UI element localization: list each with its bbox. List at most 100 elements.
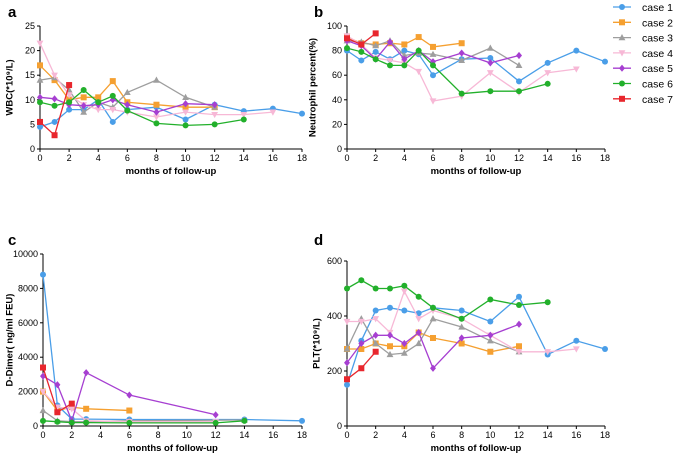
data-point-case-6 bbox=[516, 88, 522, 95]
data-point-case-4 bbox=[357, 318, 365, 326]
data-point-case-6 bbox=[430, 62, 436, 69]
data-point-case-3 bbox=[415, 339, 423, 347]
data-point-case-2 bbox=[358, 346, 365, 352]
data-point-case-1 bbox=[573, 47, 580, 54]
data-point-case-6 bbox=[68, 419, 75, 426]
x-tick-label: 18 bbox=[600, 430, 610, 440]
data-point-case-5 bbox=[126, 391, 133, 399]
data-point-case-6 bbox=[372, 285, 379, 292]
chart-panel-d: d 0 2 4 6 8 10 12 14 16 18 0 200 400 600 months of foll… bbox=[311, 232, 610, 454]
data-point-case-4 bbox=[68, 406, 76, 413]
data-point-case-1 bbox=[544, 59, 551, 66]
legend-marker bbox=[618, 50, 626, 57]
data-point-case-6 bbox=[487, 296, 494, 303]
data-point-case-6 bbox=[358, 277, 365, 284]
data-point-case-5 bbox=[401, 339, 408, 348]
data-point-case-6 bbox=[487, 88, 494, 95]
series-line-case-3 bbox=[42, 409, 245, 423]
data-point-case-6 bbox=[241, 417, 248, 424]
legend-item-case-6: case 6 bbox=[613, 79, 673, 91]
data-point-case-5 bbox=[51, 95, 58, 103]
x-tick-label: 10 bbox=[181, 153, 191, 163]
data-point-case-4 bbox=[429, 98, 437, 105]
data-point-case-3 bbox=[386, 350, 394, 358]
data-point-case-5 bbox=[153, 108, 160, 116]
data-point-case-4 bbox=[109, 107, 117, 114]
data-point-case-2 bbox=[458, 40, 465, 47]
x-axis-title: months of follow-up bbox=[431, 443, 522, 454]
data-point-case-6 bbox=[415, 47, 422, 54]
data-point-case-4 bbox=[415, 68, 423, 76]
y-tick-label: 10000 bbox=[13, 249, 38, 259]
data-point-case-3 bbox=[123, 88, 131, 96]
data-point-case-3 bbox=[458, 323, 466, 330]
data-point-case-7 bbox=[40, 364, 46, 371]
legend-item-case-1: case 1 bbox=[613, 2, 673, 14]
data-point-case-4 bbox=[572, 66, 580, 73]
series-case-5 bbox=[344, 320, 522, 372]
data-point-case-5 bbox=[401, 55, 408, 63]
data-point-case-2 bbox=[458, 340, 465, 347]
x-tick-label: 18 bbox=[297, 430, 307, 440]
data-point-case-7 bbox=[358, 365, 365, 372]
data-point-case-6 bbox=[372, 56, 379, 63]
data-point-case-4 bbox=[94, 107, 102, 114]
data-point-case-3 bbox=[486, 44, 494, 51]
data-point-case-1 bbox=[516, 293, 522, 300]
x-tick-label: 6 bbox=[430, 153, 435, 163]
data-point-case-4 bbox=[153, 114, 160, 121]
y-tick-label: 0 bbox=[30, 144, 35, 154]
series-line-case-1 bbox=[42, 274, 303, 422]
panel-label: d bbox=[314, 232, 323, 249]
data-point-case-7 bbox=[37, 118, 43, 125]
data-point-case-7 bbox=[372, 30, 379, 37]
data-point-case-6 bbox=[83, 419, 90, 426]
data-point-case-1 bbox=[602, 58, 608, 65]
data-point-case-7 bbox=[372, 348, 379, 355]
data-point-case-4 bbox=[486, 70, 494, 77]
data-point-case-1 bbox=[387, 304, 393, 311]
data-point-case-3 bbox=[372, 42, 380, 49]
data-point-case-5 bbox=[415, 328, 422, 337]
data-point-case-6 bbox=[401, 62, 408, 69]
data-point-case-1 bbox=[358, 57, 365, 64]
x-tick-label: 4 bbox=[402, 153, 407, 163]
x-tick-label: 10 bbox=[485, 430, 495, 440]
data-point-case-2 bbox=[153, 101, 160, 108]
x-tick-label: 2 bbox=[373, 153, 378, 163]
data-point-case-4 bbox=[240, 111, 248, 119]
data-point-case-4 bbox=[544, 70, 552, 77]
data-point-case-4 bbox=[400, 288, 408, 295]
data-point-case-2 bbox=[387, 343, 393, 350]
data-point-case-7 bbox=[358, 41, 365, 48]
data-point-case-1 bbox=[430, 72, 436, 79]
panel-label: c bbox=[8, 232, 16, 249]
data-point-case-3 bbox=[515, 61, 523, 68]
data-point-case-1 bbox=[40, 271, 46, 278]
y-tick-label: 80 bbox=[332, 46, 342, 56]
data-point-case-6 bbox=[240, 116, 247, 123]
x-tick-label: 2 bbox=[67, 153, 72, 163]
series-case-7 bbox=[40, 364, 75, 416]
series-line-case-5 bbox=[39, 96, 215, 113]
y-tick-label: 6000 bbox=[18, 318, 38, 328]
data-point-case-2 bbox=[516, 343, 522, 350]
data-point-case-5 bbox=[372, 331, 379, 339]
y-tick-label: 40 bbox=[332, 95, 342, 105]
data-point-case-6 bbox=[516, 302, 522, 308]
x-axis-title: months of follow-up bbox=[127, 443, 218, 454]
data-point-case-5 bbox=[40, 372, 46, 380]
x-tick-label: 6 bbox=[430, 430, 435, 440]
x-tick-label: 14 bbox=[543, 430, 553, 440]
series-line-case-1 bbox=[346, 49, 606, 83]
data-point-case-2 bbox=[401, 41, 408, 48]
data-point-case-3 bbox=[343, 345, 351, 352]
x-tick-label: 4 bbox=[402, 430, 407, 440]
data-point-case-1 bbox=[182, 116, 189, 123]
series-line-case-4 bbox=[347, 289, 577, 353]
data-point-case-1 bbox=[372, 48, 379, 55]
data-point-case-5 bbox=[458, 334, 465, 342]
x-tick-label: 0 bbox=[344, 153, 349, 163]
data-point-case-4 bbox=[544, 349, 552, 356]
data-point-case-3 bbox=[400, 349, 408, 356]
